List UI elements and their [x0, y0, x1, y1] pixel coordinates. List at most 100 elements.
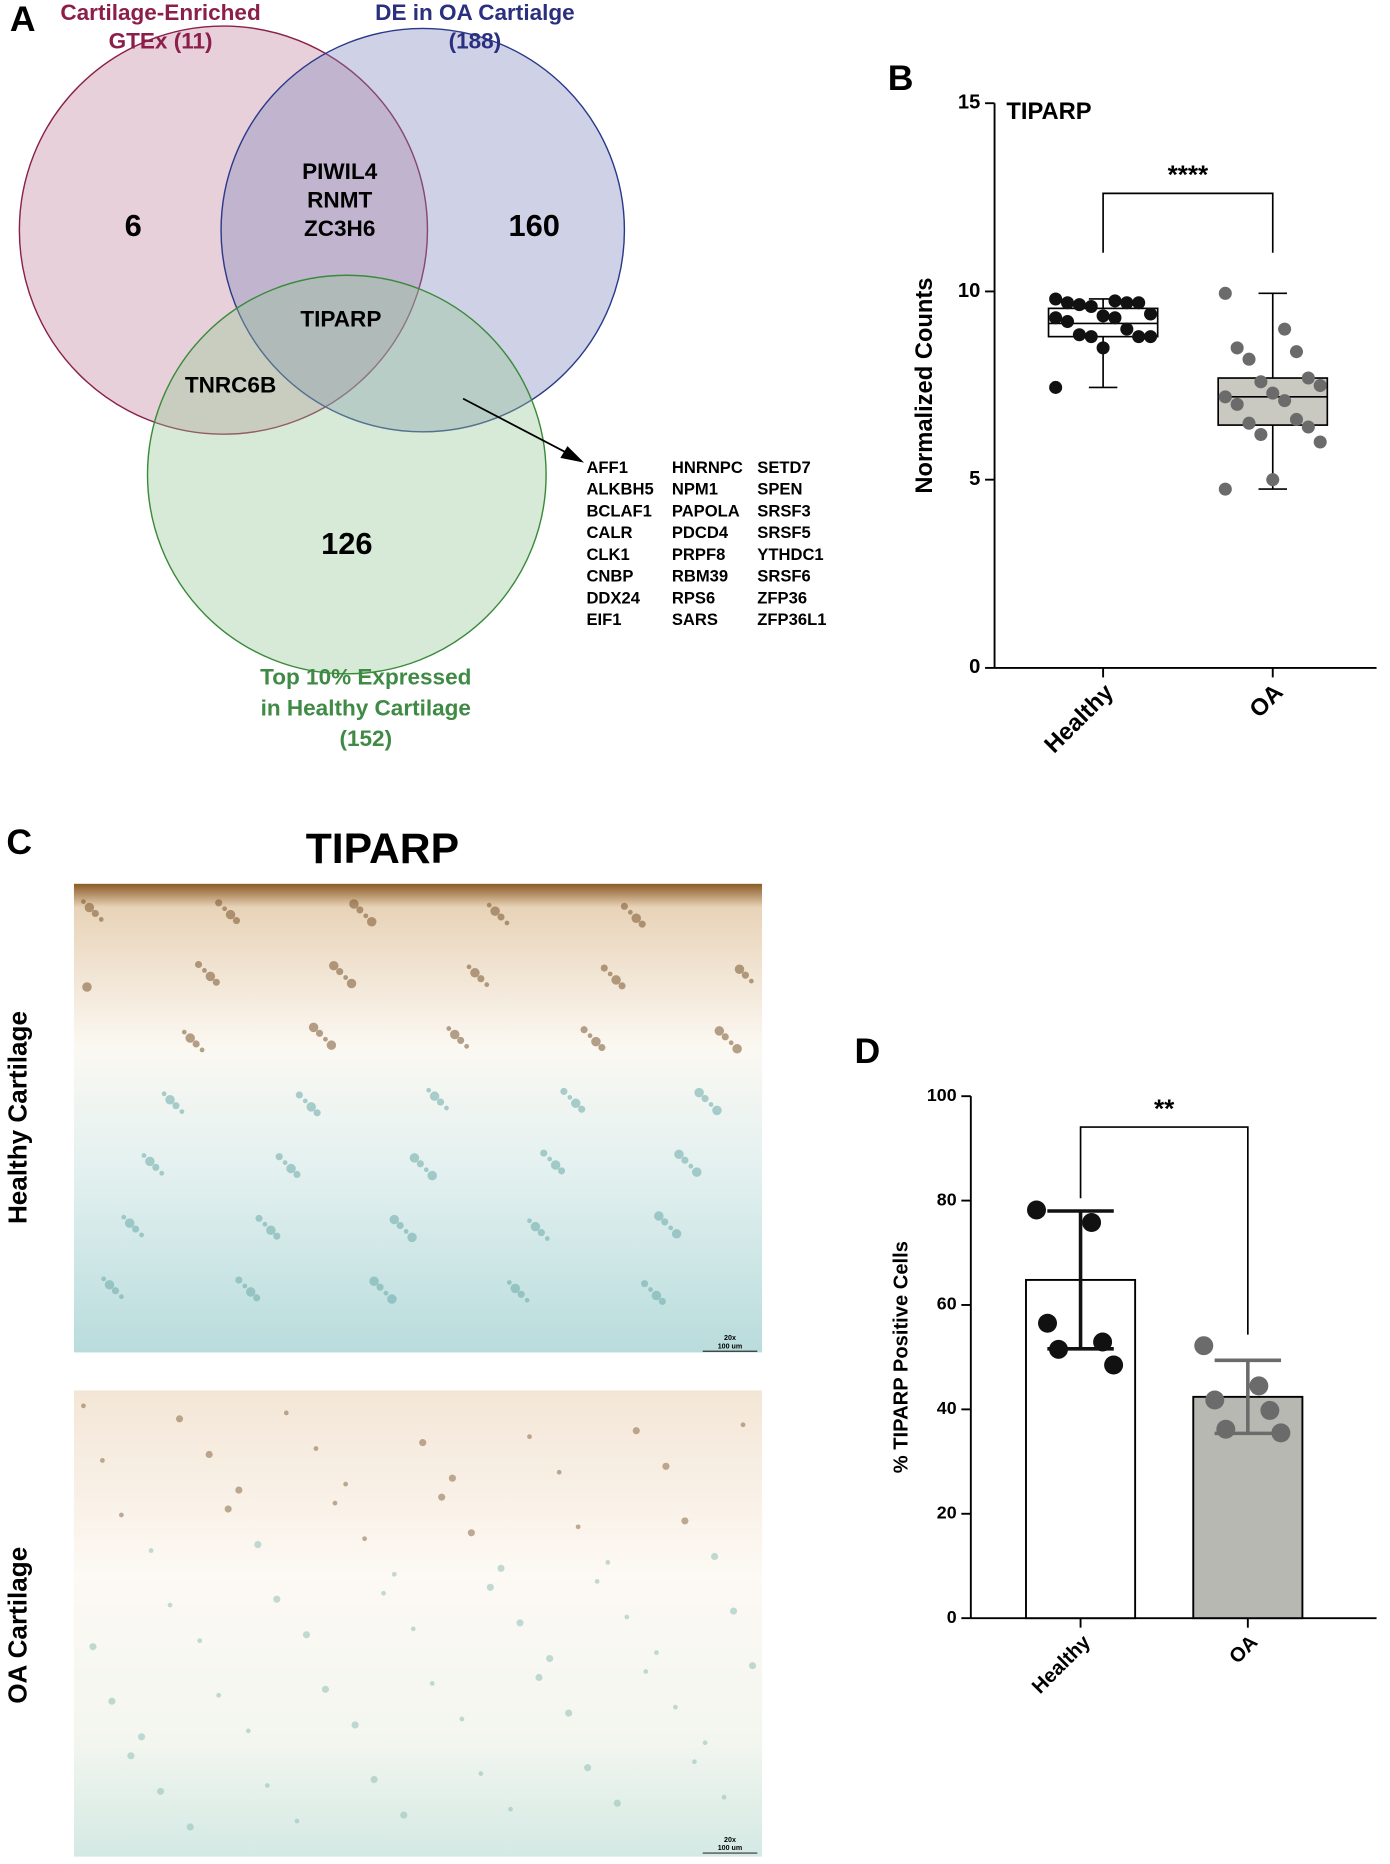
cell: [202, 968, 207, 973]
cell: [165, 1094, 175, 1105]
cell: [419, 1439, 427, 1447]
cell: [293, 1170, 301, 1179]
cell: [91, 909, 99, 918]
cell: [446, 1026, 452, 1031]
cell: [273, 1595, 281, 1603]
cell: [688, 1163, 694, 1169]
point: [1289, 412, 1304, 426]
point: [1072, 298, 1086, 312]
cell: [605, 1560, 611, 1565]
region-count: 160: [509, 208, 560, 243]
cell: [242, 1283, 248, 1289]
panel-label: A: [10, 0, 36, 39]
scale-length: 100 um: [718, 1844, 743, 1852]
cell: [255, 1214, 263, 1222]
scale-mag: 20x: [724, 1836, 736, 1844]
cell: [436, 1098, 445, 1106]
gene-list-item: CNBP: [586, 567, 633, 586]
gene-list-item: YTHDC1: [757, 545, 823, 564]
cell: [275, 1153, 283, 1161]
cell: [148, 1548, 154, 1553]
cell: [351, 1721, 359, 1729]
cell: [138, 1733, 146, 1741]
y-tick-label: 100: [927, 1085, 957, 1105]
point: [1271, 1423, 1291, 1443]
point: [1278, 322, 1292, 336]
cell: [346, 978, 357, 989]
cell: [254, 1541, 262, 1549]
cell: [565, 1709, 573, 1717]
point: [1082, 1213, 1102, 1232]
cell: [141, 1153, 147, 1158]
cell: [326, 1040, 337, 1050]
cell: [245, 1287, 256, 1297]
cell: [366, 917, 377, 927]
cell: [701, 1094, 709, 1103]
cell: [216, 1692, 222, 1698]
cell: [84, 902, 95, 913]
gene: TIPARP: [300, 306, 381, 331]
point: [1242, 352, 1256, 366]
cell: [81, 899, 86, 904]
cell: [423, 1167, 429, 1173]
x-tick-label: OA: [1225, 1631, 1262, 1668]
cell: [387, 1294, 397, 1304]
point: [1266, 473, 1280, 487]
cell: [560, 1087, 568, 1095]
cell: [235, 1276, 243, 1284]
gene-list-item: ZFP36L1: [757, 610, 826, 629]
point: [1027, 1200, 1046, 1220]
cell: [508, 1806, 513, 1812]
cell: [527, 1218, 532, 1224]
cell: [323, 1036, 328, 1042]
cell: [119, 1294, 124, 1300]
cell: [212, 978, 220, 986]
cell: [273, 1232, 281, 1240]
gene-list-item: SRSF3: [757, 501, 810, 520]
cell: [391, 1571, 397, 1577]
set-label: Top 10% Expressed: [260, 665, 471, 690]
panel-label: D: [855, 1031, 881, 1071]
cell: [740, 1422, 746, 1428]
gene-list-item: BCLAF1: [586, 501, 651, 520]
cell: [179, 1109, 185, 1114]
set-label: (152): [339, 726, 392, 751]
cell: [444, 1105, 449, 1111]
point: [1216, 1419, 1236, 1439]
cell: [654, 1650, 659, 1655]
x-tick-label: Healthy: [1040, 679, 1120, 759]
cell: [321, 1685, 330, 1693]
cell: [584, 1764, 592, 1772]
cell: [497, 1564, 505, 1572]
cell: [648, 1287, 653, 1292]
cell: [82, 982, 92, 992]
cell: [504, 920, 510, 926]
cell: [89, 1643, 97, 1651]
region-count: 6: [125, 208, 142, 243]
cell: [332, 1500, 338, 1506]
gene-list-item: HNRNPC: [672, 458, 743, 477]
cell: [578, 1105, 586, 1113]
set-label: DE in OA Cartialge: [375, 0, 574, 25]
cell: [156, 1787, 165, 1795]
gene-list-item: DDX24: [586, 588, 640, 607]
cell: [712, 1105, 722, 1116]
cell: [674, 1149, 684, 1160]
gene-list-item: CALR: [586, 523, 632, 542]
cell: [484, 982, 490, 988]
cell: [410, 1626, 416, 1632]
cell: [438, 1493, 446, 1501]
point: [1313, 435, 1327, 449]
cell: [478, 1771, 484, 1776]
y-axis-label: Normalized Counts: [912, 277, 938, 493]
cell: [632, 1427, 640, 1435]
cell: [389, 1214, 400, 1225]
histology: TIPARP Healthy Cartilage OA Cartilage 20…: [2, 825, 763, 1857]
gene: PIWIL4: [302, 159, 378, 184]
cell: [692, 1759, 697, 1765]
point: [1049, 1339, 1069, 1359]
point: [1194, 1336, 1214, 1356]
significance-label: **: [1154, 1093, 1175, 1123]
point: [1084, 330, 1098, 344]
oa-image: [73, 1390, 763, 1857]
